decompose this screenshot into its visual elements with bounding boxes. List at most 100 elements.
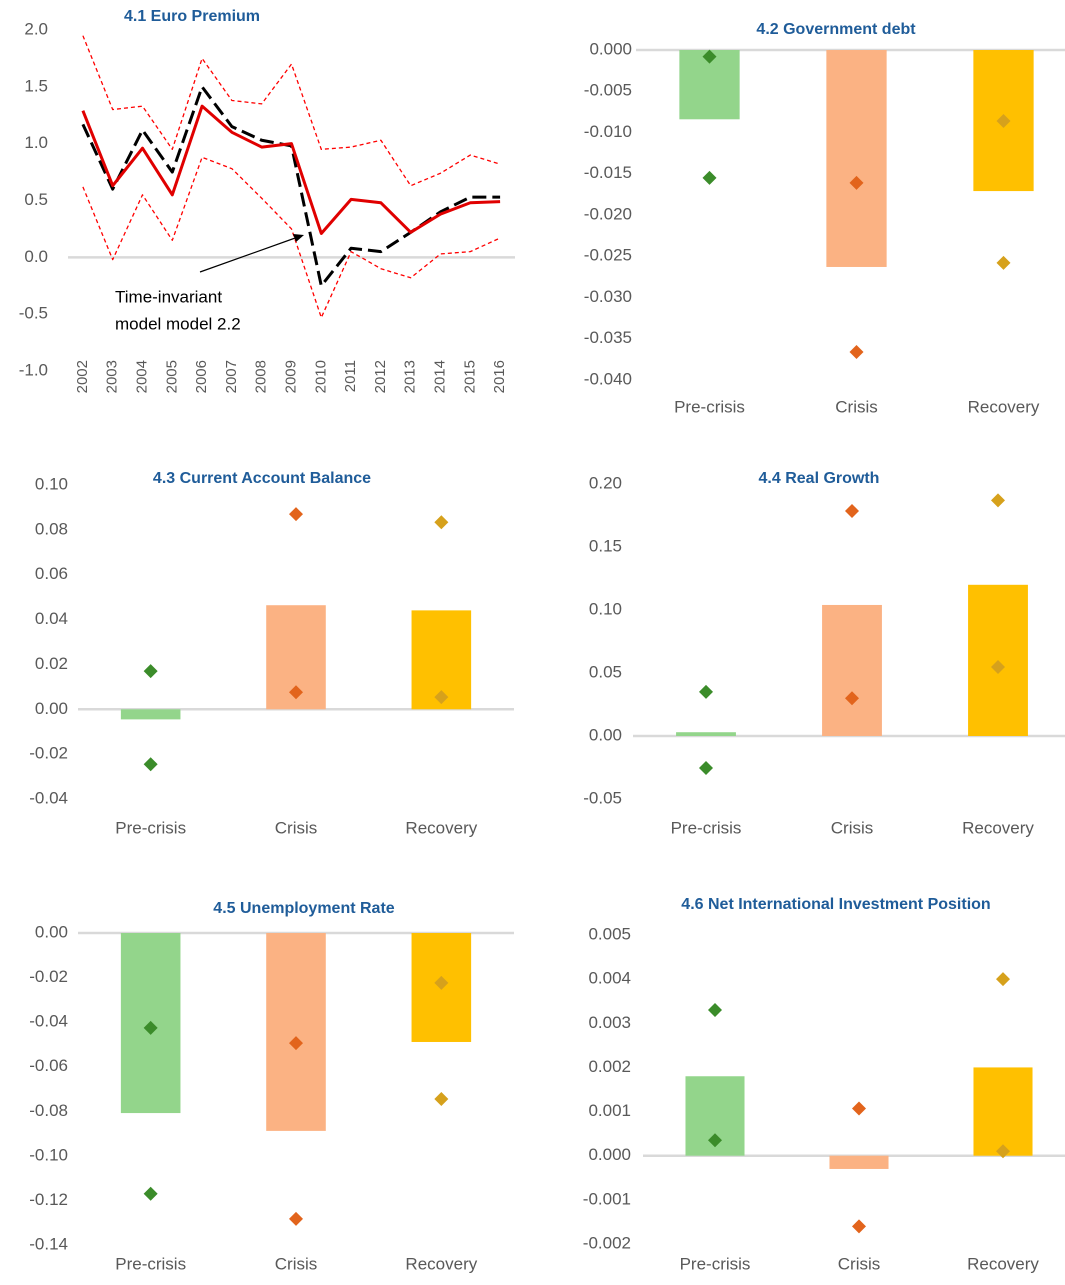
y-tick-label: 0.15 <box>589 536 622 555</box>
y-tick-label: 0.02 <box>35 654 68 673</box>
chart-title: 4.2 Government debt <box>756 21 916 38</box>
y-tick-label: -0.04 <box>29 1012 68 1031</box>
x-tick-label: Pre-crisis <box>674 397 745 416</box>
bar <box>973 1067 1033 1156</box>
y-tick-label: -0.05 <box>583 788 622 807</box>
diamond-marker <box>702 170 717 185</box>
y-tick-label: 0.000 <box>589 39 632 58</box>
x-tick-label: Pre-crisis <box>680 1254 751 1273</box>
y-tick-label: 0.20 <box>589 473 622 492</box>
y-tick-label: 0.002 <box>588 1057 631 1076</box>
bar <box>120 709 181 720</box>
diamond-marker <box>699 761 713 776</box>
diamond-marker <box>289 1036 303 1051</box>
x-tick-label: 2002 <box>74 360 91 393</box>
arrow-head <box>293 234 304 242</box>
chart-title: 4.4 Real Growth <box>759 470 880 487</box>
diamond-marker <box>289 507 303 522</box>
y-tick-label: 2.0 <box>24 19 48 38</box>
y-tick-label: 0.05 <box>589 662 622 681</box>
y-tick-label: 0.00 <box>35 922 68 941</box>
y-tick-label: 0.04 <box>35 609 68 628</box>
diamond-marker <box>996 113 1011 128</box>
diamond-marker <box>434 515 449 530</box>
y-tick-label: -0.08 <box>29 1101 68 1120</box>
line-series <box>82 35 501 187</box>
chart-title: 4.3 Current Account Balance <box>153 470 371 487</box>
diamond-marker <box>845 503 859 518</box>
diamond-marker <box>996 1144 1010 1159</box>
y-tick-label: -0.015 <box>584 163 632 182</box>
diamond-marker <box>143 757 158 772</box>
diamond-marker <box>143 1186 158 1201</box>
y-tick-label: 0.00 <box>589 725 622 744</box>
x-tick-label: 2009 <box>282 360 299 393</box>
x-tick-label: 2016 <box>491 360 508 393</box>
y-tick-label: -0.025 <box>584 246 632 265</box>
x-tick-label: Recovery <box>967 1254 1039 1273</box>
diamond-marker <box>143 664 158 679</box>
y-tick-label: -0.04 <box>29 788 68 807</box>
chart-title: 4.5 Unemployment Rate <box>213 900 394 917</box>
y-tick-label: 0.00 <box>35 699 68 718</box>
x-tick-label: 2005 <box>163 360 180 393</box>
y-tick-label: -0.10 <box>29 1145 68 1164</box>
y-tick-label: -0.001 <box>583 1189 631 1208</box>
diamond-marker <box>143 1020 158 1035</box>
x-tick-label: Crisis <box>275 1254 318 1273</box>
x-tick-label: 2014 <box>431 360 448 393</box>
y-tick-label: -0.5 <box>19 304 48 323</box>
y-tick-label: 1.5 <box>24 76 48 95</box>
annotation: Time-invariant <box>115 287 222 306</box>
x-tick-label: Recovery <box>405 818 477 837</box>
y-tick-label: 0.000 <box>588 1145 631 1164</box>
x-tick-label: 2015 <box>461 360 478 393</box>
y-tick-label: 0.5 <box>24 190 48 209</box>
x-tick-label: 2010 <box>312 360 329 393</box>
diamond-marker <box>434 1092 449 1107</box>
diamond-marker <box>289 1211 303 1226</box>
y-tick-label: -0.002 <box>583 1233 631 1252</box>
y-tick-label: -0.010 <box>584 122 632 141</box>
y-tick-label: 0.003 <box>588 1013 631 1032</box>
x-tick-label: Pre-crisis <box>115 818 186 837</box>
y-tick-label: 1.0 <box>24 133 48 152</box>
chart-title: 4.6 Net International Investment Positio… <box>681 896 990 913</box>
x-tick-label: Crisis <box>838 1254 881 1273</box>
diamond-marker <box>434 690 449 705</box>
x-tick-label: 2008 <box>253 360 270 393</box>
x-tick-label: 2007 <box>223 360 240 393</box>
annotation: model model 2.2 <box>115 314 241 333</box>
y-tick-label: 0.0 <box>24 247 48 266</box>
x-tick-label: Pre-crisis <box>671 818 742 837</box>
bar <box>676 732 736 736</box>
x-tick-label: 2011 <box>342 360 359 392</box>
diamond-marker <box>849 175 864 190</box>
x-tick-label: Crisis <box>835 397 878 416</box>
y-tick-label: -0.035 <box>584 328 632 347</box>
y-tick-label: 0.06 <box>35 564 68 583</box>
x-tick-label: Recovery <box>962 818 1034 837</box>
x-tick-label: 2004 <box>133 360 150 393</box>
y-tick-label: 0.004 <box>588 969 631 988</box>
x-tick-label: 2012 <box>372 360 389 393</box>
y-tick-label: 0.10 <box>589 599 622 618</box>
bar <box>829 1155 889 1169</box>
diamond-marker <box>852 1219 866 1234</box>
bar <box>266 933 326 1131</box>
diamond-marker <box>996 255 1011 270</box>
y-tick-label: -1.0 <box>19 360 48 379</box>
diamond-marker <box>699 684 713 699</box>
x-tick-label: 2003 <box>104 360 121 393</box>
diamond-marker <box>849 344 864 359</box>
x-tick-label: Pre-crisis <box>115 1254 186 1273</box>
x-tick-label: Crisis <box>275 818 318 837</box>
diamond-marker <box>996 972 1010 987</box>
y-tick-label: -0.14 <box>29 1234 68 1253</box>
diamond-marker <box>289 685 303 700</box>
diamond-marker <box>845 691 859 706</box>
bar <box>826 50 887 267</box>
y-tick-label: 0.001 <box>588 1101 631 1120</box>
y-tick-label: -0.040 <box>584 369 632 388</box>
